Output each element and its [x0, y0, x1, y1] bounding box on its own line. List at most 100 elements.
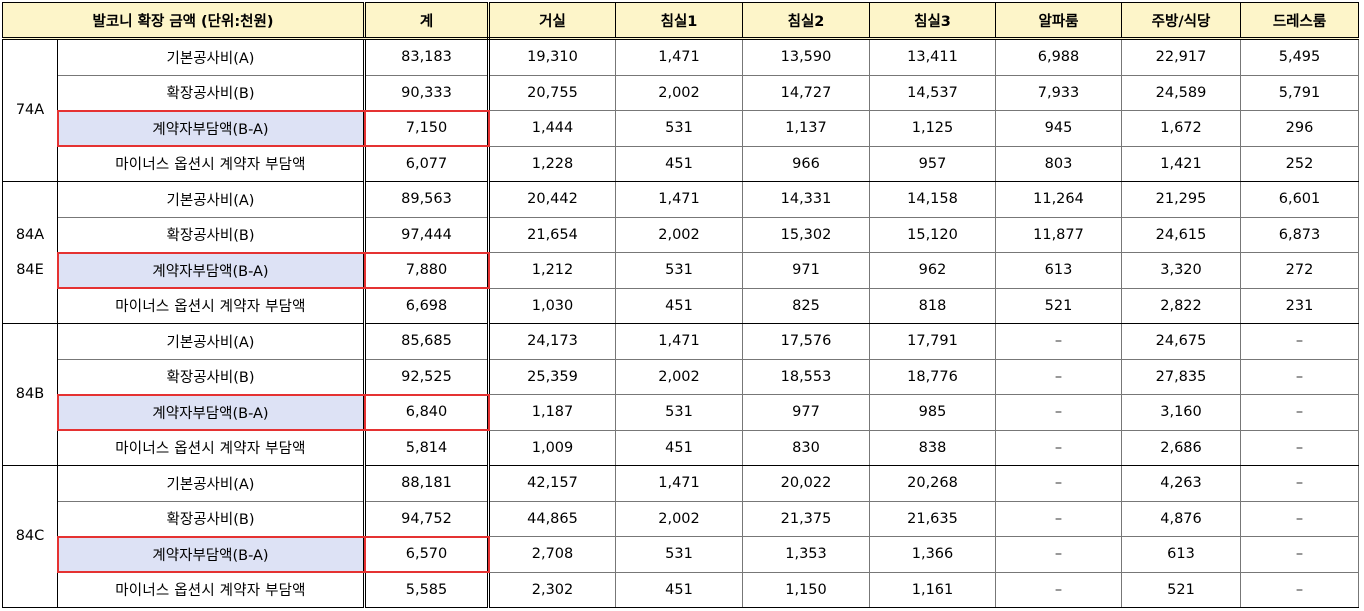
value-cell: –: [995, 429, 1122, 466]
value-cell: –: [995, 500, 1122, 537]
total-value-cell: 90,333: [363, 74, 490, 111]
value-cell: 1,150: [742, 571, 870, 608]
value-cell: –: [1240, 536, 1359, 573]
row-label: 마이너스 옵션시 계약자 부담액: [57, 145, 365, 182]
value-cell: 44,865: [488, 500, 616, 537]
table-row: 계약자부담액(B-A) 7,880 1,212 531 971 962 613 3,320 27…: [3, 251, 1359, 289]
value-cell: 1,212: [488, 252, 616, 289]
value-cell: 252: [1240, 145, 1359, 182]
value-cell: 2,708: [488, 536, 616, 573]
table-row: 확장공사비(B) 90,333 20,755 2,002 14,727 14,537 7,9…: [3, 74, 1359, 111]
total-value-cell: 6,077: [363, 145, 490, 182]
value-cell: 6,873: [1240, 216, 1359, 253]
total-value-cell: 6,840: [363, 393, 490, 431]
value-cell: 4,876: [1121, 500, 1241, 537]
value-cell: –: [1240, 358, 1359, 395]
value-cell: 6,988: [995, 38, 1122, 76]
value-cell: 521: [995, 287, 1122, 324]
row-label: 계약자부담액(B-A): [56, 251, 366, 289]
table-row: 확장공사비(B) 92,525 25,359 2,002 18,553 18,776–27…: [3, 358, 1359, 395]
value-cell: 27,835: [1121, 358, 1241, 395]
table-row: 마이너스 옵션시 계약자 부담액 6,698 1,030 451 825 818 521 2,…: [3, 287, 1359, 324]
table-row: 계약자부담액(B-A) 7,150 1,444 531 1,137 1,125 945 1,6…: [3, 109, 1359, 147]
value-cell: 6,601: [1240, 181, 1359, 218]
value-cell: 5,495: [1240, 38, 1359, 76]
value-cell: 613: [1121, 536, 1241, 573]
table-row: 확장공사비(B) 97,444 21,654 2,002 15,302 15,120 11,…: [3, 216, 1359, 253]
value-cell: 42,157: [488, 465, 616, 502]
value-cell: 24,173: [488, 323, 616, 360]
value-cell: 803: [995, 145, 1122, 182]
value-cell: 231: [1240, 287, 1359, 324]
value-cell: 5,791: [1240, 74, 1359, 111]
value-cell: 20,755: [488, 74, 616, 111]
value-cell: 451: [615, 429, 743, 466]
value-cell: 1,030: [488, 287, 616, 324]
value-cell: 15,120: [869, 216, 996, 253]
value-cell: 24,615: [1121, 216, 1241, 253]
value-cell: –: [995, 394, 1122, 431]
value-cell: 985: [869, 394, 996, 431]
value-cell: 2,302: [488, 571, 616, 608]
table-row: 84C 기본공사비(A) 88,181 42,157 1,471 20,022 20,268…: [2, 465, 1359, 608]
total-value-cell: 7,150: [363, 109, 490, 147]
value-cell: 531: [615, 536, 743, 573]
value-cell: 11,264: [995, 181, 1122, 218]
value-cell: 962: [869, 252, 996, 289]
row-label: 마이너스 옵션시 계약자 부담액: [57, 571, 365, 608]
table-row: 마이너스 옵션시 계약자 부담액 5,585 2,302 451 1,150 1,161–…: [3, 571, 1359, 608]
row-label: 마이너스 옵션시 계약자 부담액: [57, 429, 365, 466]
value-cell: 20,022: [742, 465, 870, 502]
unit-type-label: 84B: [15, 386, 45, 402]
value-cell: 1,471: [615, 323, 743, 360]
total-value-cell: 88,181: [363, 465, 490, 502]
value-cell: 2,822: [1121, 287, 1241, 324]
value-cell: 21,654: [488, 216, 616, 253]
column-header-bedroom-1: 침실1: [615, 2, 743, 40]
table-title: 발코니 확장 금액 (단위:천원): [2, 2, 365, 40]
value-cell: 20,268: [869, 465, 996, 502]
value-cell: 825: [742, 287, 870, 324]
table-row: 마이너스 옵션시 계약자 부담액 6,077 1,228 451 966 957 803 1,…: [3, 145, 1359, 182]
row-label: 기본공사비(A): [57, 181, 365, 218]
value-cell: 18,776: [869, 358, 996, 395]
value-cell: 2,002: [615, 500, 743, 537]
value-cell: –: [1240, 571, 1359, 608]
value-cell: 2,002: [615, 358, 743, 395]
total-value-cell: 83,183: [363, 38, 490, 76]
row-label: 기본공사비(A): [57, 465, 365, 502]
value-cell: 531: [615, 394, 743, 431]
value-cell: –: [1240, 429, 1359, 466]
value-cell: 21,295: [1121, 181, 1241, 218]
row-label: 기본공사비(A): [57, 38, 365, 76]
row-label: 확장공사비(B): [57, 358, 365, 395]
value-cell: 7,933: [995, 74, 1122, 111]
value-cell: 24,675: [1121, 323, 1241, 360]
table-row: 마이너스 옵션시 계약자 부담액 5,814 1,009 451 830 838–2,68…: [3, 429, 1359, 466]
value-cell: –: [995, 465, 1122, 502]
column-header-living-room: 거실: [488, 2, 616, 40]
value-cell: 1,444: [488, 110, 616, 147]
value-cell: 966: [742, 145, 870, 182]
row-label: 기본공사비(A): [57, 323, 365, 360]
value-cell: 957: [869, 145, 996, 182]
value-cell: 531: [615, 252, 743, 289]
value-cell: 2,686: [1121, 429, 1241, 466]
value-cell: 830: [742, 429, 870, 466]
value-cell: 1,421: [1121, 145, 1241, 182]
value-cell: 1,228: [488, 145, 616, 182]
value-cell: 21,375: [742, 500, 870, 537]
unit-type-cell: 74A: [2, 38, 58, 182]
value-cell: 20,442: [488, 181, 616, 218]
value-cell: 945: [995, 110, 1122, 147]
value-cell: 19,310: [488, 38, 616, 76]
value-cell: 17,791: [869, 323, 996, 360]
unit-type-label: 84E: [16, 261, 44, 278]
value-cell: 521: [1121, 571, 1241, 608]
value-cell: 2,002: [615, 74, 743, 111]
value-cell: 1,161: [869, 571, 996, 608]
row-label: 계약자부담액(B-A): [56, 393, 366, 431]
value-cell: 14,331: [742, 181, 870, 218]
table-row: 계약자부담액(B-A) 6,570 2,708 531 1,353 1,366–613–: [3, 535, 1359, 573]
unit-type-cell: 84B: [2, 323, 58, 466]
